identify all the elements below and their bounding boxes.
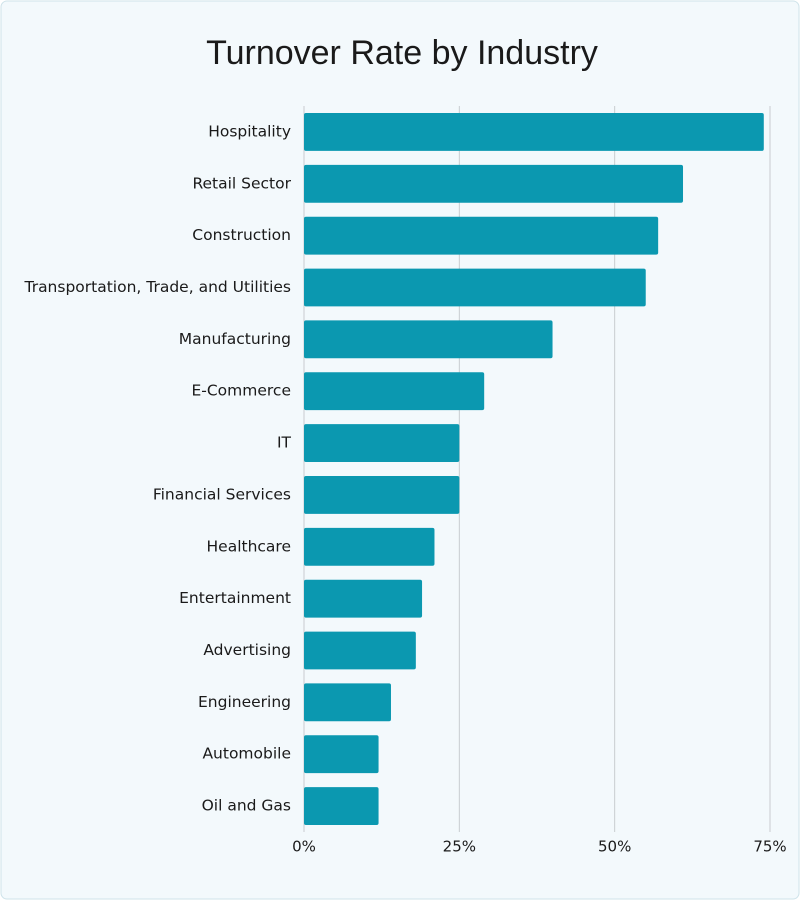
- y-tick-label: Automobile: [202, 745, 291, 763]
- bar: [304, 527, 435, 566]
- bar: [304, 320, 553, 359]
- y-tick-label: Oil and Gas: [202, 797, 291, 815]
- bar: [304, 216, 659, 255]
- y-tick-label: Construction: [192, 226, 291, 244]
- y-tick-label: Advertising: [203, 641, 291, 659]
- x-tick-label: 50%: [598, 838, 631, 856]
- bar: [304, 476, 460, 514]
- bar: [304, 579, 423, 618]
- y-tick-label: Transportation, Trade, and Utilities: [24, 278, 292, 296]
- x-tick-label: 75%: [753, 838, 786, 856]
- y-tick-label: Engineering: [198, 693, 291, 711]
- bars: [304, 113, 764, 825]
- y-tick-label: Hospitality: [208, 122, 291, 140]
- y-tick-label: Retail Sector: [192, 174, 291, 192]
- bar: [304, 268, 646, 307]
- y-tick-label: Entertainment: [179, 589, 291, 607]
- y-tick-label: Manufacturing: [179, 330, 291, 348]
- bar: [304, 372, 485, 411]
- x-tick-label: 0%: [292, 838, 316, 856]
- bar: [304, 164, 684, 203]
- bar: [304, 683, 391, 722]
- y-tick-label: Financial Services: [153, 485, 291, 503]
- bar: [304, 787, 379, 825]
- chart-title: Turnover Rate by Industry: [206, 34, 598, 72]
- bar: [304, 113, 764, 151]
- x-tick-label: 25%: [443, 838, 476, 856]
- y-tick-label: IT: [277, 434, 292, 452]
- bar: [304, 424, 460, 462]
- bar: [304, 631, 416, 670]
- bar: [304, 735, 379, 774]
- y-tick-label: E-Commerce: [191, 382, 291, 400]
- y-tick-label: Healthcare: [207, 537, 292, 555]
